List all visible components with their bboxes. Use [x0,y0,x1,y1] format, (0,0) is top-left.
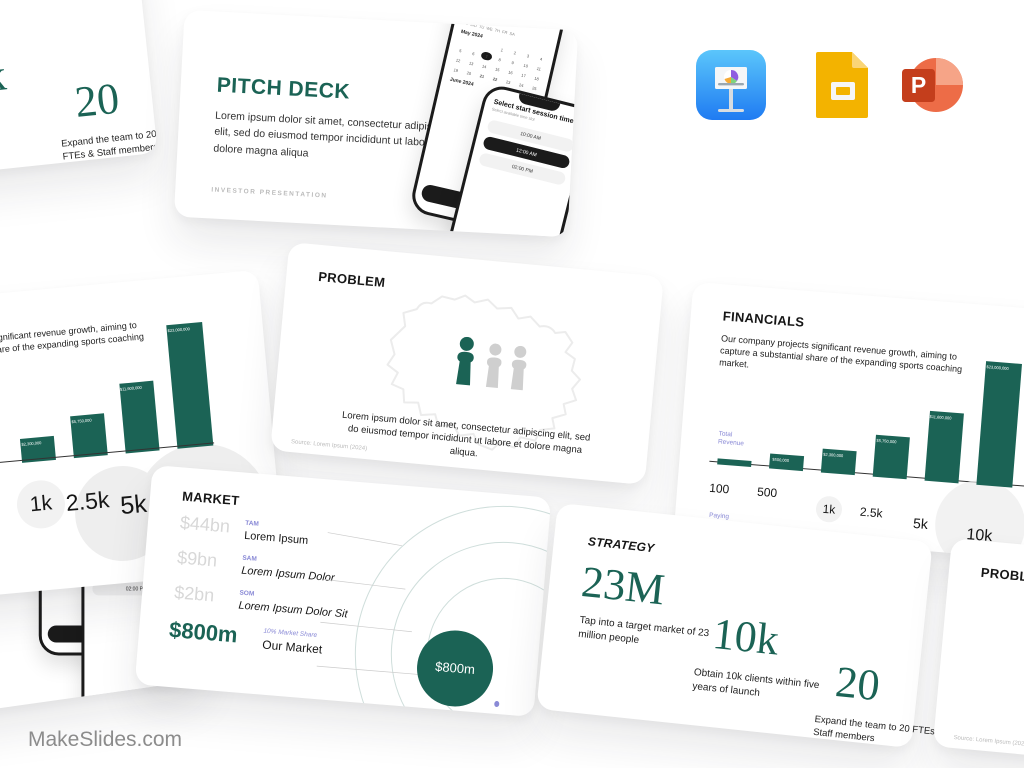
svg-text:P: P [911,72,926,98]
